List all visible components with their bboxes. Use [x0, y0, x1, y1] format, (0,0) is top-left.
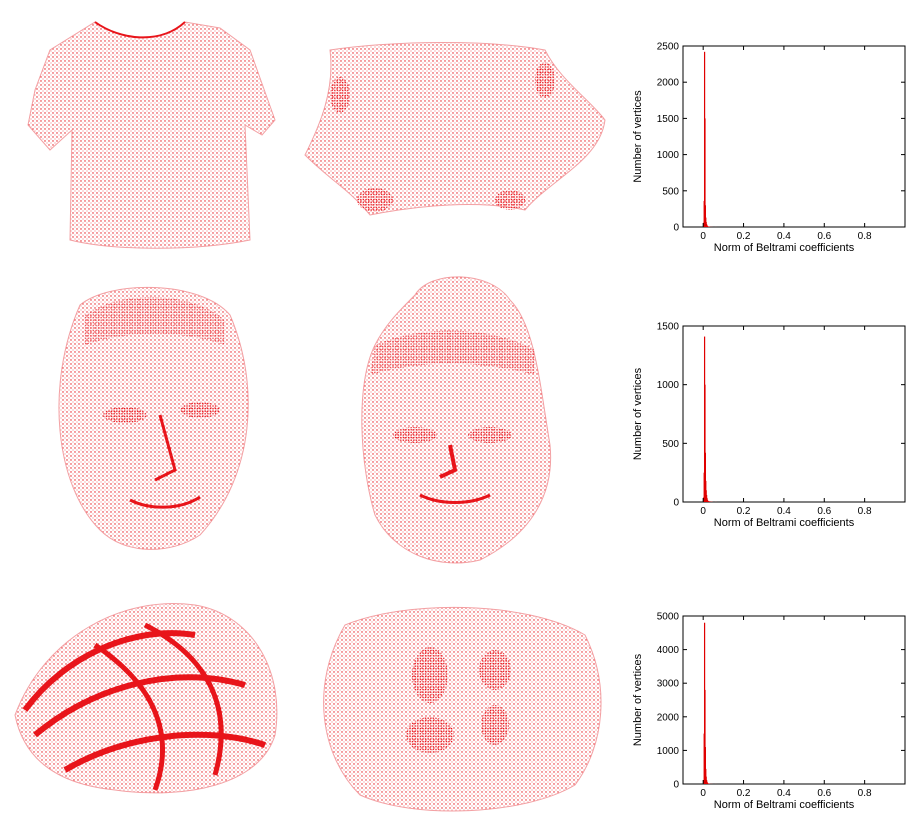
y-tick-label: 2000	[657, 712, 680, 723]
histogram-bar	[707, 783, 709, 784]
y-tick-label: 500	[662, 186, 679, 197]
x-axis-label: Norm of Beltrami coefficients	[714, 517, 855, 529]
y-tick-label: 1000	[657, 746, 680, 757]
y-tick-label: 1000	[657, 150, 680, 161]
twisted-surface-flattened-point-cloud	[305, 595, 615, 820]
plot-frame	[682, 325, 906, 503]
x-axis-label: Norm of Beltrami coefficients	[714, 799, 855, 811]
histogram-bar	[704, 205, 706, 227]
histogram-row-2: 0 0.2 0.4 0.6 0.8 0 500 1000 1500 Norm of Beltram…	[625, 310, 907, 540]
y-tick-label: 3000	[657, 679, 680, 690]
y-axis-label: Number of vertices	[632, 90, 644, 183]
y-tick-label: 4000	[657, 645, 680, 656]
y-tick-label: 0	[673, 498, 679, 509]
y-tick-label: 0	[673, 780, 679, 791]
x-tick-label: 0.8	[858, 231, 872, 242]
x-tick-label: 0	[700, 788, 706, 799]
y-tick-label: 0	[673, 223, 679, 234]
histogram-bar	[704, 689, 706, 784]
histogram-bar	[704, 384, 706, 502]
y-axis-label: Number of vertices	[632, 367, 644, 460]
y-tick-label: 500	[662, 439, 679, 450]
histogram-bar	[704, 747, 706, 784]
y-axis-label: Number of vertices	[632, 653, 644, 746]
histogram-row-3: 0 0.2 0.4 0.6 0.8 0 1000 2000 3000 4000 5000 Norm o…	[625, 600, 907, 822]
histogram-bar	[705, 768, 707, 784]
histogram-row-1: 0 0.2 0.4 0.6 0.8 0 500 1000 1500 2000 2500 Norm of…	[625, 30, 907, 265]
histogram-bar	[708, 501, 710, 502]
x-tick-label: 0.4	[777, 231, 791, 242]
x-tick-label: 0.8	[858, 506, 872, 517]
face-point-cloud	[30, 275, 280, 555]
y-tick-label: 2500	[657, 42, 680, 53]
x-axis-label: Norm of Beltrami coefficients	[714, 242, 855, 254]
x-tick-label: 0.2	[737, 788, 751, 799]
y-tick-label: 5000	[657, 612, 680, 623]
histogram-bar	[707, 226, 709, 227]
y-tick-label: 2000	[657, 78, 680, 89]
plot-frame	[682, 45, 906, 228]
y-tick-label: 1500	[657, 322, 680, 333]
x-tick-label: 0.6	[817, 231, 831, 242]
histogram-bar	[704, 452, 706, 502]
tshirt-point-cloud	[0, 0, 290, 265]
x-tick-label: 0	[700, 231, 706, 242]
histogram-bar	[707, 500, 709, 502]
x-tick-label: 0.2	[737, 231, 751, 242]
x-tick-label: 0.4	[777, 506, 791, 517]
x-tick-label: 0.4	[777, 788, 791, 799]
x-tick-label: 0.2	[737, 506, 751, 517]
histogram-bar	[704, 118, 706, 227]
histogram-bar	[709, 501, 711, 502]
tshirt-flattened-point-cloud	[300, 40, 610, 240]
y-tick-label: 1000	[657, 380, 680, 391]
plot-frame	[682, 615, 906, 785]
y-tick-label: 1500	[657, 114, 680, 125]
x-tick-label: 0.6	[817, 506, 831, 517]
x-tick-label: 0	[700, 506, 706, 517]
x-tick-label: 0.8	[858, 788, 872, 799]
x-tick-label: 0.6	[817, 788, 831, 799]
histogram-bar	[708, 783, 710, 784]
twisted-surface-point-cloud	[5, 595, 290, 800]
face-flattened-point-cloud	[340, 265, 570, 575]
